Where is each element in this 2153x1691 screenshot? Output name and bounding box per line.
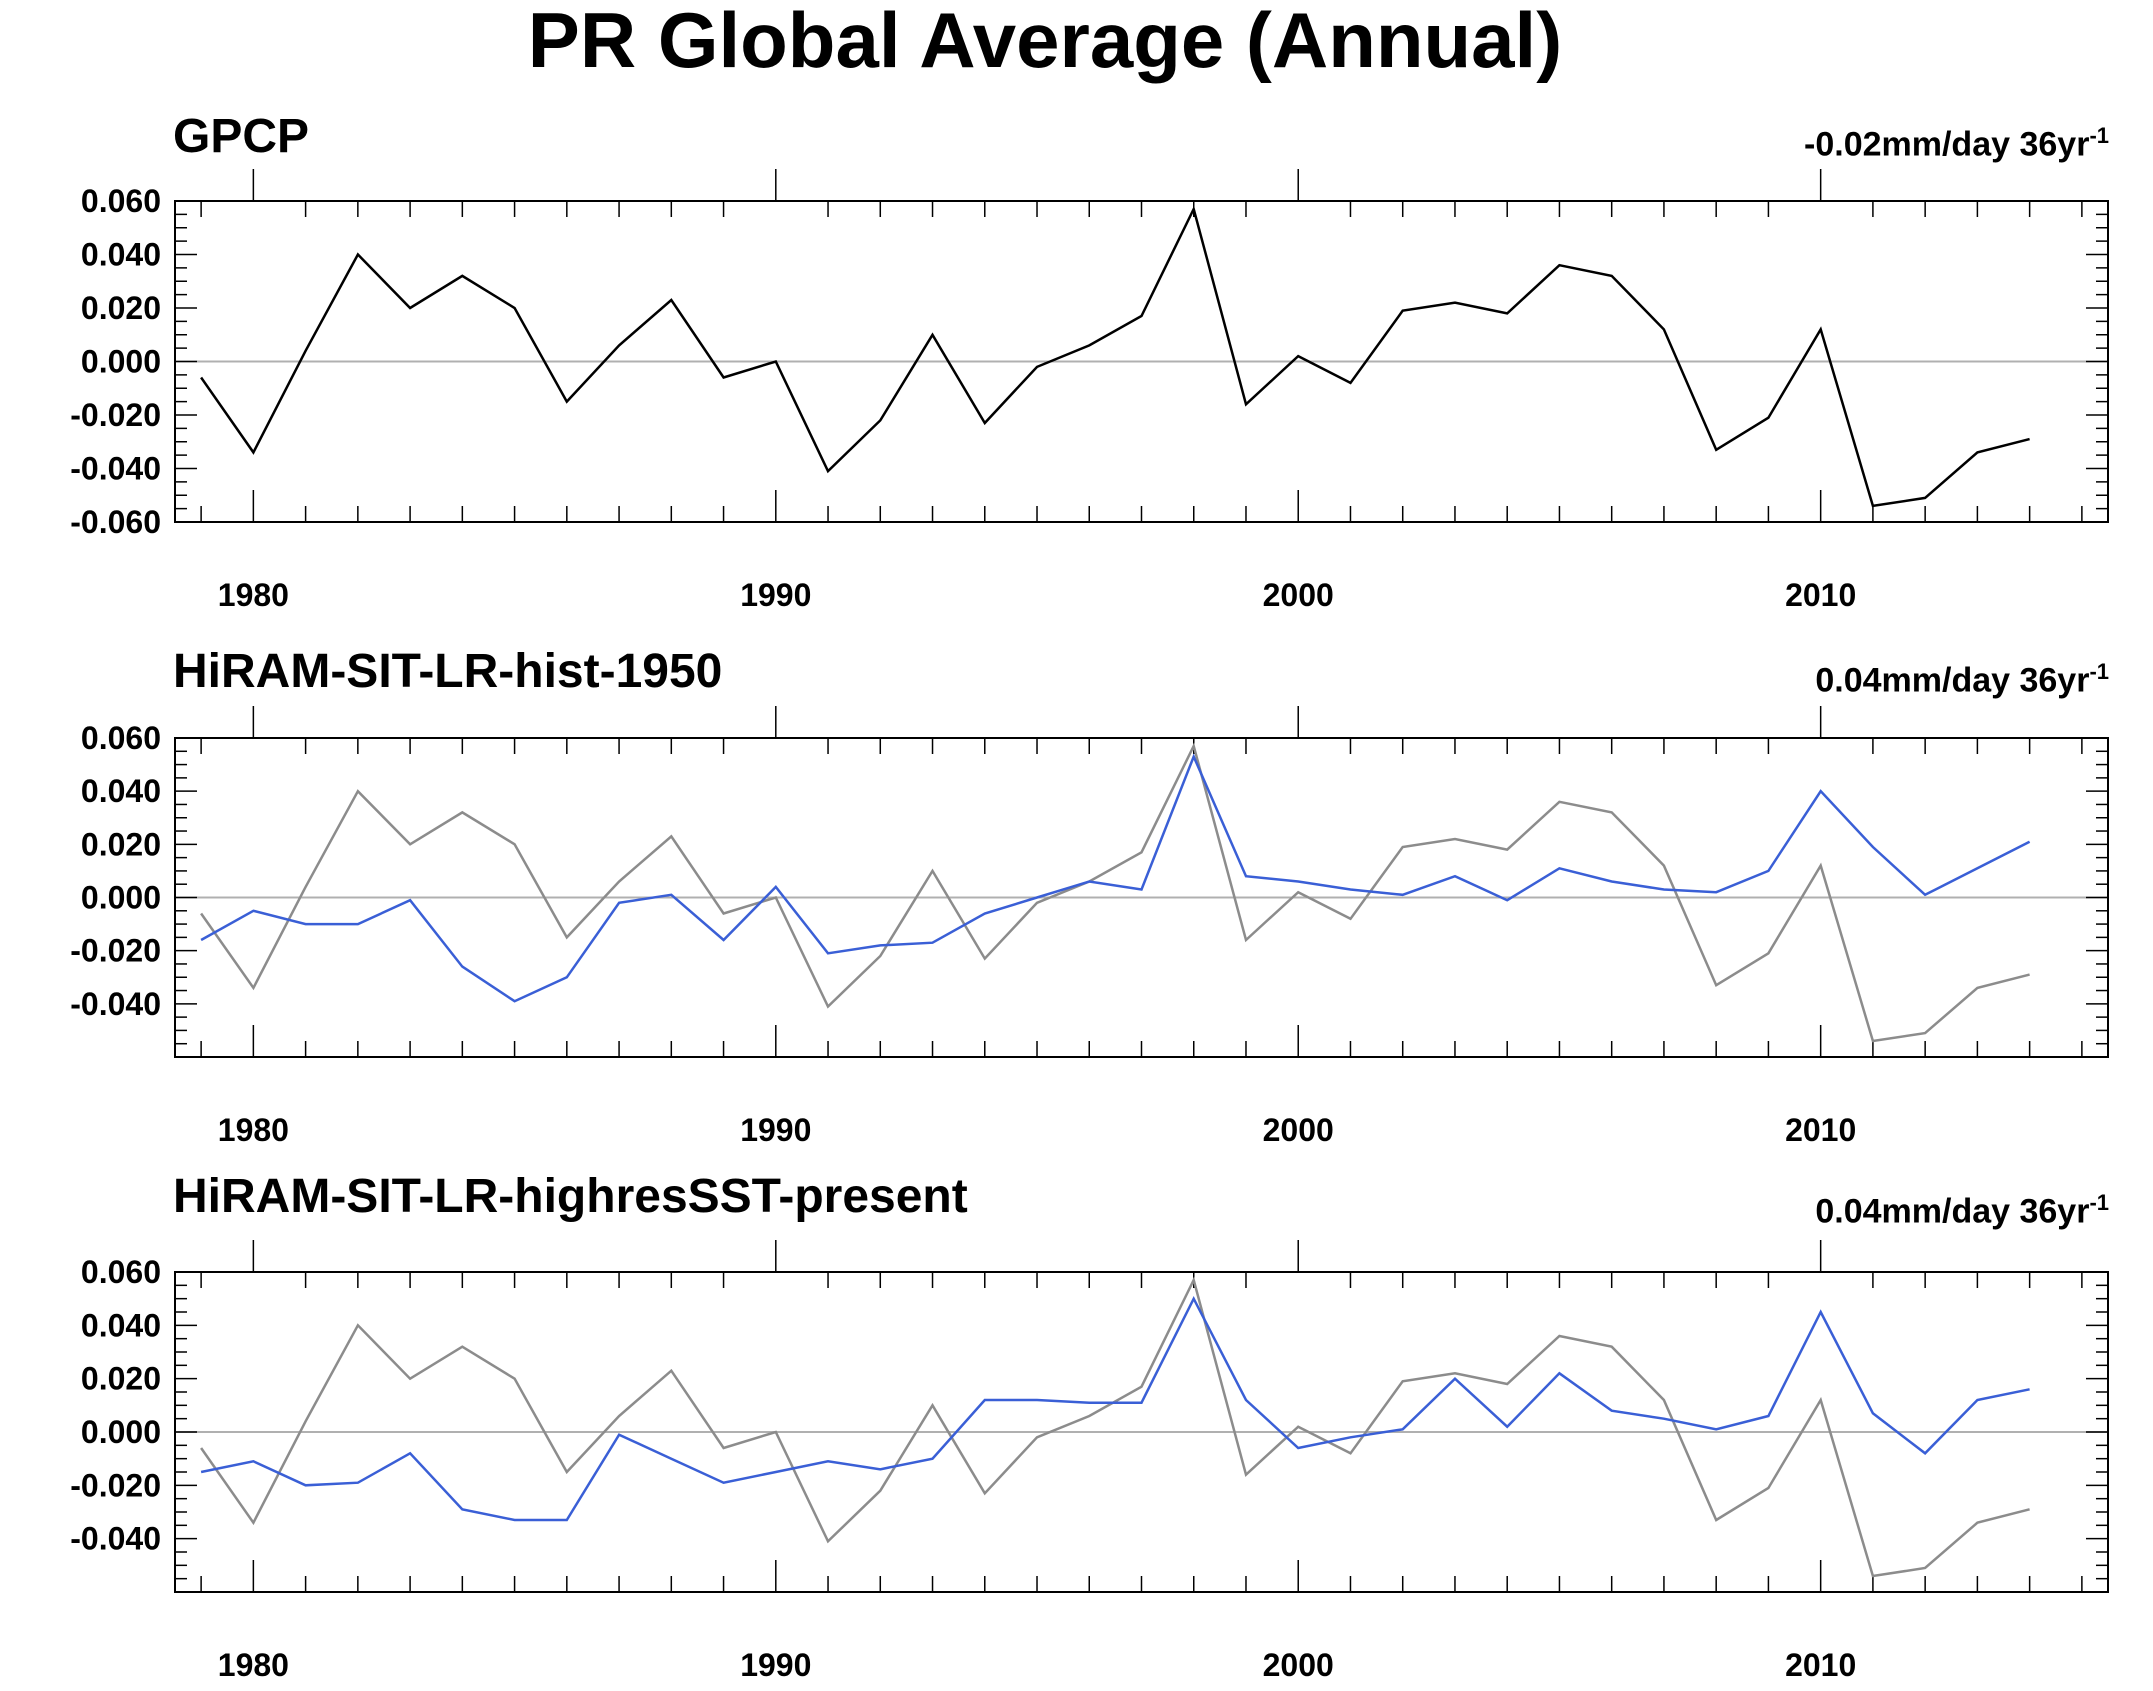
panel-2-title: HiRAM-SIT-LR-hist-1950 [173,645,723,698]
panel-2-xtick-label: 2010 [1785,1112,1856,1148]
panel-1-xtick-label: 1990 [740,577,811,613]
panel-2-trend-exponent: -1 [2089,659,2109,684]
panel-1-ytick-label: -0.040 [70,451,161,487]
panel-2-ytick-label: 0.020 [81,826,161,862]
panel-3-xtick-label: 2000 [1263,1647,1334,1683]
panel-3-series-observed_overlay [200,1276,2030,1578]
panel-3-series-model [200,1295,2030,1522]
panel-3-frame [174,1271,2109,1593]
chart-main-title: PR Global Average (Annual) [527,0,1563,84]
panel-3-ytick-label: 0.000 [81,1414,161,1450]
panel-3-title: HiRAM-SIT-LR-highresSST-present [173,1170,968,1223]
panel-2-frame [174,737,2109,1058]
panel-2-trend-value: 0.04mm/day 36yr [1815,661,2090,700]
panel-1-ytick-label: 0.060 [81,183,161,219]
panel-3-trend-value: 0.04mm/day 36yr [1815,1192,2090,1231]
panel-3-xtick-label: 1980 [218,1647,289,1683]
panel-3-ytick-label: -0.040 [70,1521,161,1557]
panel-1-title: GPCP [173,110,310,163]
panel-3-ytick-label: -0.020 [70,1467,161,1503]
panel-1-xtick-label: 1980 [218,577,289,613]
panel-1-ytick-label: 0.000 [81,344,161,380]
panel-3-xtick-label: 1990 [740,1647,811,1683]
panel-3-xtick-label: 2010 [1785,1647,1856,1683]
panel-1-ytick-label: -0.020 [70,397,161,433]
panel-2-ytick-label: 0.060 [81,720,161,756]
panel-3-trend-exponent: -1 [2089,1190,2109,1215]
panel-1-frame [174,200,2109,523]
panel-1-ytick-label: -0.060 [70,504,161,540]
panel-1-trend-value: -0.02mm/day 36yr [1804,125,2090,164]
panel-2-ytick-label: 0.040 [81,773,161,809]
panel-2-ytick-label: 0.000 [81,880,161,916]
panel-3-ytick-label: 0.020 [81,1361,161,1397]
panel-2-trend-label: 0.04mm/day 36yr-1 [1815,652,2109,700]
panel-2-xtick-label: 2000 [1263,1112,1334,1148]
panel-2-series-model [200,753,2031,1003]
panel-1-xtick-label: 2000 [1263,577,1334,613]
panel-2-ytick-label: -0.040 [70,986,161,1022]
panel-1-xtick-label: 2010 [1785,577,1856,613]
panel-1-trend-exponent: -1 [2089,123,2109,148]
panel-1-ytick-label: 0.040 [81,237,161,273]
panel-2-series-observed_overlay [200,742,2030,1043]
panel-3-trend-label: 0.04mm/day 36yr-1 [1815,1183,2109,1231]
panel-1-trend-label: -0.02mm/day 36yr-1 [1804,116,2109,164]
panel-2-ytick-label: -0.020 [70,933,161,969]
panel-1-ytick-label: 0.020 [81,290,161,326]
panel-2-xtick-label: 1990 [740,1112,811,1148]
panel-1-series-observed [200,205,2030,508]
panel-3-ytick-label: 0.060 [81,1254,161,1290]
panel-3-ytick-label: 0.040 [81,1307,161,1343]
panel-2-xtick-label: 1980 [218,1112,289,1148]
